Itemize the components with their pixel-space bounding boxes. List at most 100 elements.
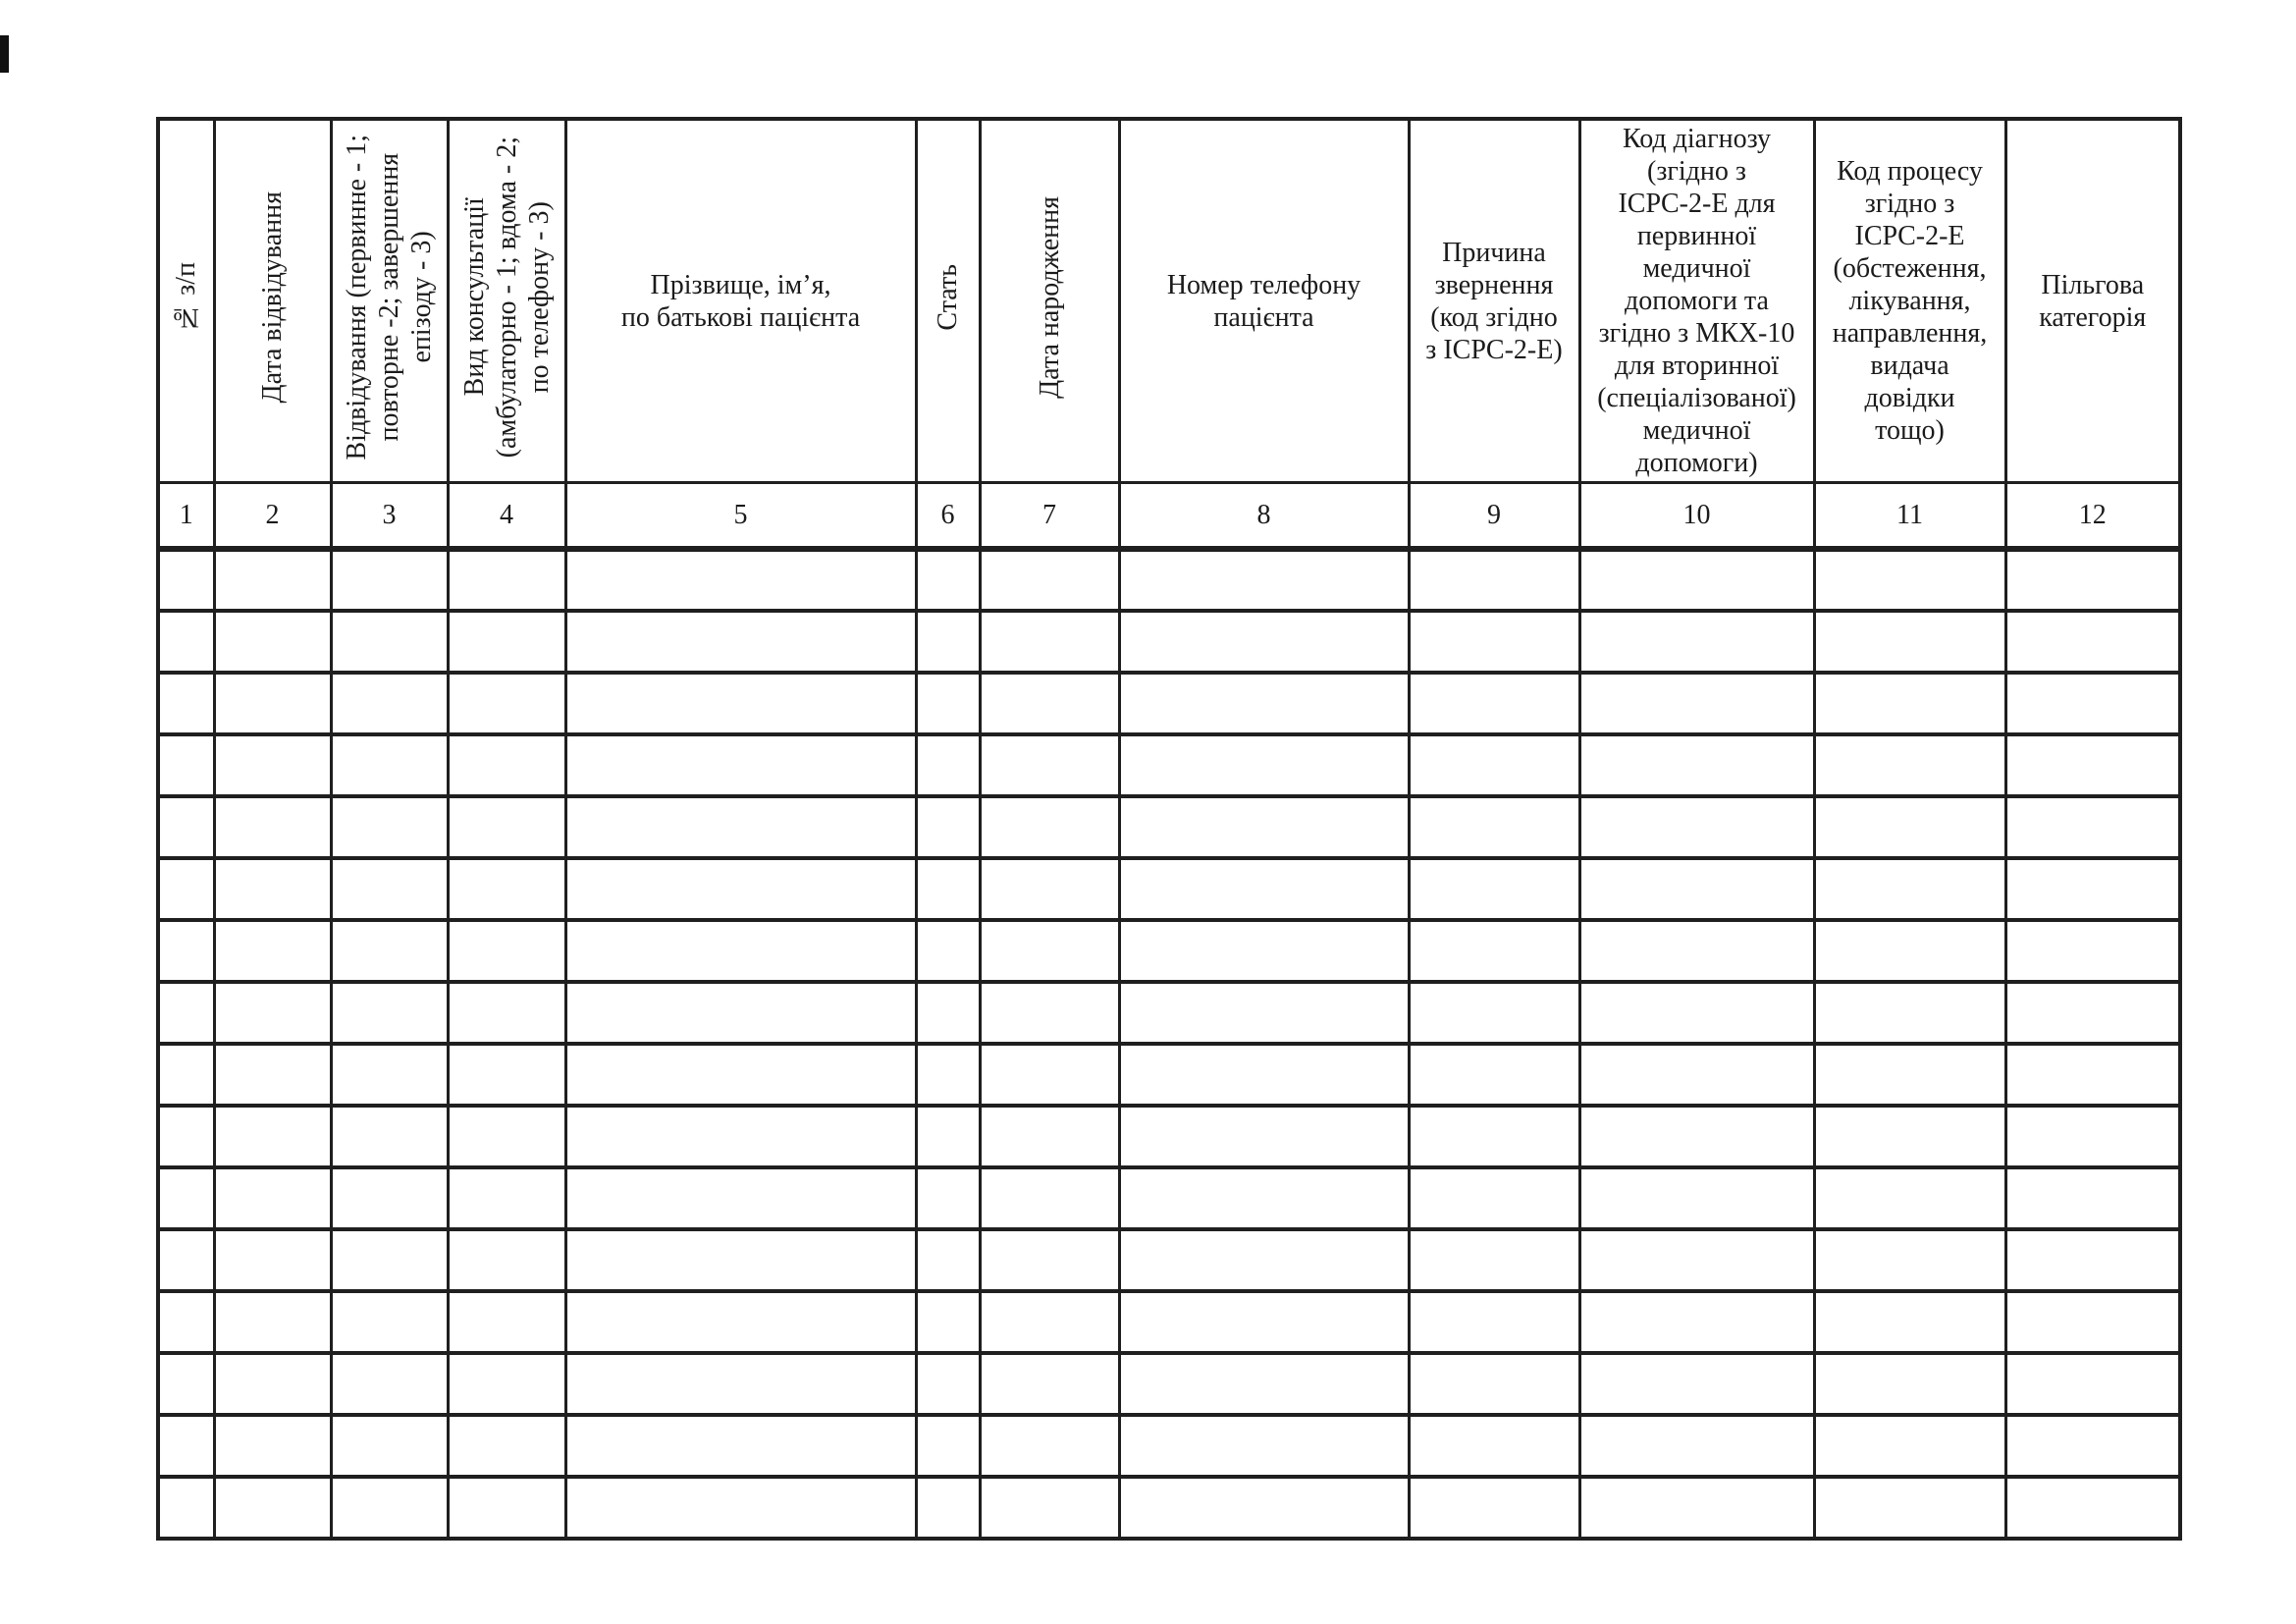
empty-cell — [2003, 1103, 2182, 1169]
empty-cell — [329, 1412, 450, 1479]
empty-cell — [978, 1226, 1121, 1293]
empty-cell — [978, 1041, 1121, 1108]
empty-cell — [156, 731, 216, 798]
empty-cell — [1407, 1226, 1581, 1293]
column-number-11: 11 — [1812, 481, 2007, 552]
entry-row-9 — [156, 1041, 2182, 1108]
column-header-diagnosis-code: Код діагнозу (згідно з ICPC-2-E для перв… — [1577, 117, 1816, 484]
empty-cell — [563, 1412, 918, 1479]
empty-cell — [1577, 979, 1816, 1046]
empty-cell — [1117, 608, 1411, 675]
empty-cell — [1407, 979, 1581, 1046]
column-number-6: 6 — [914, 481, 982, 552]
empty-cell — [156, 1412, 216, 1479]
column-number-8: 8 — [1117, 481, 1411, 552]
empty-cell — [329, 1288, 450, 1355]
empty-cell — [978, 855, 1121, 922]
empty-cell — [156, 917, 216, 984]
column-header-sex-label: Стать — [933, 263, 963, 331]
empty-cell — [212, 1226, 333, 1293]
entry-row-3 — [156, 670, 2182, 736]
empty-cell — [978, 1288, 1121, 1355]
empty-cell — [156, 608, 216, 675]
column-header-sex: Стать — [914, 117, 982, 484]
empty-cell — [1577, 670, 1816, 736]
empty-cell — [329, 917, 450, 984]
empty-cell — [1407, 1164, 1581, 1231]
empty-cell — [1117, 1288, 1411, 1355]
entry-row-6 — [156, 855, 2182, 922]
column-header-visit-type: Відвідування (первинне - 1; повторне -2;… — [329, 117, 450, 484]
empty-cell — [329, 793, 450, 860]
empty-cell — [446, 1164, 567, 1231]
empty-cell — [1407, 670, 1581, 736]
empty-cell — [914, 670, 982, 736]
empty-cell — [212, 608, 333, 675]
empty-cell — [329, 546, 450, 613]
column-header-consultation-type: Вид консультації (амбулаторно - 1; вдома… — [446, 117, 567, 484]
empty-cell — [563, 1041, 918, 1108]
empty-cell — [2003, 793, 2182, 860]
empty-cell — [1577, 608, 1816, 675]
empty-cell — [1407, 546, 1581, 613]
empty-cell — [1577, 793, 1816, 860]
empty-cell — [446, 1474, 567, 1541]
column-header-visit-date: Дата відвідування — [212, 117, 333, 484]
empty-cell — [914, 1288, 982, 1355]
empty-cell — [446, 1041, 567, 1108]
empty-cell — [1812, 670, 2007, 736]
column-number-5: 5 — [563, 481, 918, 552]
empty-cell — [1812, 855, 2007, 922]
empty-cell — [978, 1164, 1121, 1231]
column-header-visit-reason: Причина звернення (код згідно з ICPC-2-E… — [1407, 117, 1581, 484]
empty-cell — [1812, 1350, 2007, 1417]
empty-cell — [563, 546, 918, 613]
empty-cell — [1577, 1226, 1816, 1293]
empty-cell — [329, 1164, 450, 1231]
empty-cell — [563, 1226, 918, 1293]
column-header-serial-number: № з/п — [156, 117, 216, 484]
empty-cell — [978, 793, 1121, 860]
empty-cell — [914, 608, 982, 675]
empty-cell — [212, 546, 333, 613]
empty-cell — [329, 608, 450, 675]
empty-cell — [329, 1041, 450, 1108]
empty-cell — [1117, 546, 1411, 613]
column-header-patient-name: Прізвище, ім’я, по батькові пацієнта — [563, 117, 918, 484]
empty-cell — [2003, 1350, 2182, 1417]
empty-cell — [978, 731, 1121, 798]
empty-cell — [1407, 1350, 1581, 1417]
empty-cell — [2003, 917, 2182, 984]
empty-cell — [446, 979, 567, 1046]
column-number-1: 1 — [156, 481, 216, 552]
empty-cell — [1117, 670, 1411, 736]
empty-cell — [446, 917, 567, 984]
empty-cell — [2003, 1288, 2182, 1355]
empty-cell — [1117, 1350, 1411, 1417]
empty-entry-rows — [156, 546, 2182, 1541]
empty-cell — [1577, 546, 1816, 613]
empty-cell — [1117, 1412, 1411, 1479]
entry-row-2 — [156, 608, 2182, 675]
empty-cell — [2003, 1164, 2182, 1231]
column-header-visit-date-label: Дата відвідування — [257, 190, 288, 404]
empty-cell — [1407, 1474, 1581, 1541]
entry-row-5 — [156, 793, 2182, 860]
empty-cell — [2003, 1226, 2182, 1293]
entry-row-10 — [156, 1103, 2182, 1169]
empty-cell — [2003, 1041, 2182, 1108]
empty-cell — [1577, 1041, 1816, 1108]
entry-row-15 — [156, 1412, 2182, 1479]
empty-cell — [1812, 1041, 2007, 1108]
empty-cell — [156, 1226, 216, 1293]
empty-cell — [1407, 917, 1581, 984]
empty-cell — [329, 1350, 450, 1417]
empty-cell — [1117, 1226, 1411, 1293]
empty-cell — [914, 979, 982, 1046]
empty-cell — [156, 546, 216, 613]
column-header-birth-date-label: Дата народження — [1034, 195, 1065, 399]
empty-cell — [446, 1412, 567, 1479]
empty-cell — [212, 1350, 333, 1417]
empty-cell — [156, 1474, 216, 1541]
empty-cell — [1812, 1103, 2007, 1169]
